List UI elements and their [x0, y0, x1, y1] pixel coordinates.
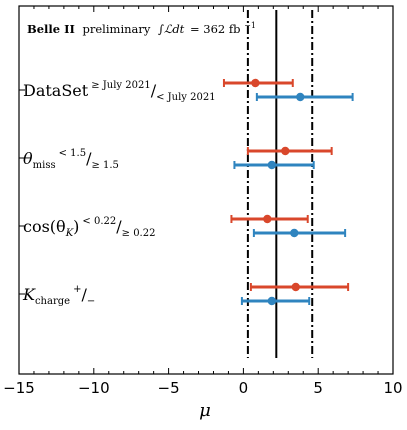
plot-frame — [18, 5, 394, 375]
data-point — [267, 160, 277, 170]
measurements — [222, 78, 354, 306]
category-label: Kcharge+/− — [22, 284, 95, 307]
status-label: preliminary — [83, 22, 151, 36]
x-tick-label: 10 — [383, 379, 402, 397]
data-point — [251, 78, 260, 88]
category-label: DataSet ≥ July 2021/< July 2021 — [23, 80, 216, 103]
measurement-blue — [255, 92, 354, 102]
measurement-blue — [233, 160, 315, 170]
data-point — [281, 146, 290, 156]
reference-lines — [246, 10, 314, 358]
measurement-blue — [252, 228, 347, 238]
x-axis-ticks — [18, 6, 394, 374]
category-labels: DataSet ≥ July 2021/< July 2021 θmiss< 1.5… — [22, 80, 216, 307]
measurement-red — [222, 78, 294, 88]
measurement-red — [249, 282, 350, 292]
category-label: cos(θK) < 0.22/≥ 0.22 — [23, 216, 155, 239]
x-axis-label: μ — [199, 400, 211, 421]
data-point — [267, 296, 277, 306]
luminosity-symbol: ∫ℒdt — [158, 22, 185, 36]
data-point — [296, 92, 305, 102]
x-axis-tick-labels: −15 −10 −5 0 5 10 — [3, 379, 402, 397]
x-tick-label: 5 — [313, 379, 323, 397]
luminosity-value: = 362 fb — [190, 22, 241, 36]
measurement-red — [230, 214, 309, 224]
x-tick-label: −10 — [78, 379, 110, 397]
luminosity-exponent: −1 — [244, 21, 256, 30]
data-point — [263, 214, 272, 224]
category-label: θmiss< 1.5/≥ 1.5 — [23, 148, 119, 171]
measurement-red — [246, 146, 333, 156]
experiment-name: Belle II — [27, 22, 75, 36]
data-point — [290, 228, 299, 238]
measurement-blue — [240, 296, 311, 306]
data-point — [291, 282, 300, 292]
chart-header: Belle II preliminary ∫ℒdt = 362 fb −1 — [27, 21, 256, 36]
x-tick-label: −5 — [158, 379, 180, 397]
x-tick-label: 0 — [239, 379, 249, 397]
x-tick-label: −15 — [3, 379, 35, 397]
